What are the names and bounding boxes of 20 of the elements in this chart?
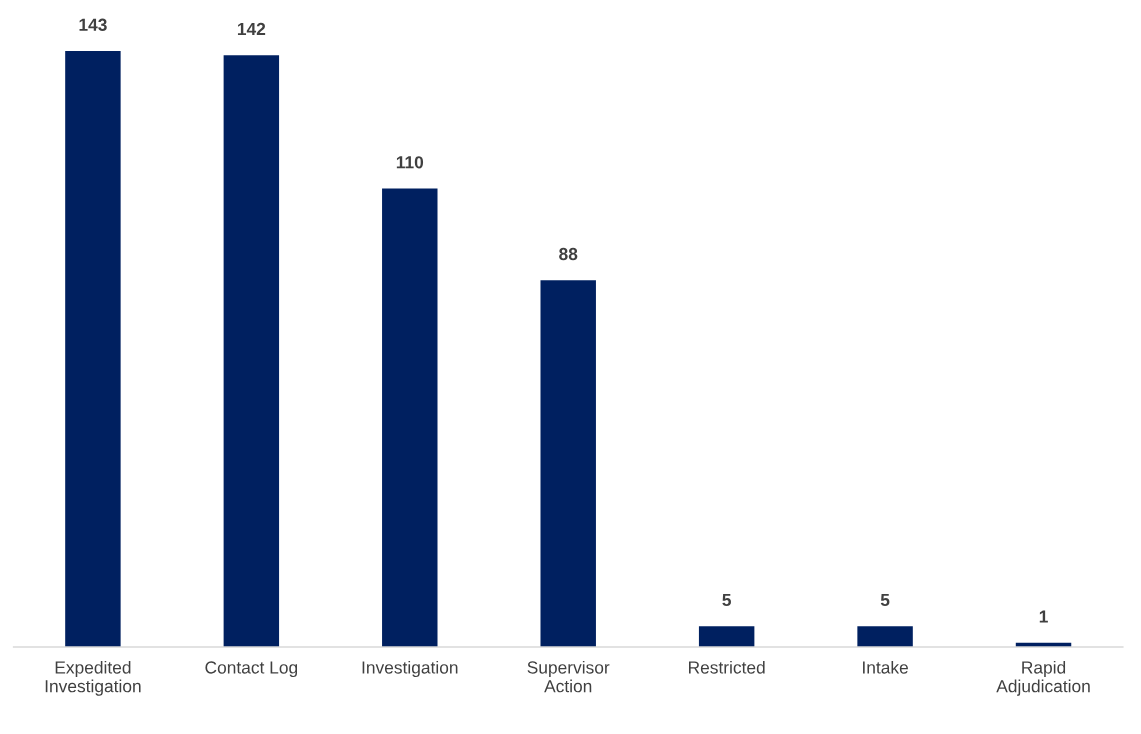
x-tick-label: Contact Log bbox=[205, 661, 298, 678]
x-tick-label: Investigation bbox=[362, 660, 458, 678]
data-label: 142 bbox=[237, 22, 266, 35]
bar bbox=[857, 626, 913, 647]
bar bbox=[698, 626, 755, 647]
x-tick-label: Rapid Adjudication bbox=[996, 660, 1090, 696]
data-label: 143 bbox=[79, 18, 107, 31]
data-label: 5 bbox=[880, 593, 890, 607]
data-label: 88 bbox=[559, 247, 578, 261]
x-tick-label: Expedited Investigation bbox=[45, 660, 141, 696]
x-tick-label: Supervisor Action bbox=[527, 660, 610, 693]
bar bbox=[382, 188, 438, 647]
x-tick-label: Restricted bbox=[689, 660, 765, 674]
data-label: 5 bbox=[722, 593, 731, 607]
data-label: 110 bbox=[396, 156, 424, 169]
x-tick-label: Intake bbox=[863, 660, 908, 674]
bar bbox=[223, 55, 280, 647]
data-label: 1 bbox=[1039, 610, 1048, 623]
bar bbox=[540, 280, 596, 647]
bar bbox=[65, 51, 121, 647]
